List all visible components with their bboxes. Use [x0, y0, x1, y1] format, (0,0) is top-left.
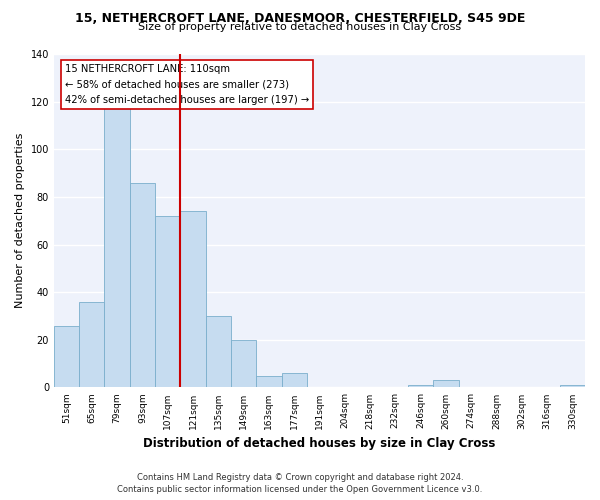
Text: 15 NETHERCROFT LANE: 110sqm
← 58% of detached houses are smaller (273)
42% of se: 15 NETHERCROFT LANE: 110sqm ← 58% of det…	[65, 64, 309, 105]
Bar	[231, 340, 256, 388]
Bar	[433, 380, 458, 388]
Y-axis label: Number of detached properties: Number of detached properties	[15, 133, 25, 308]
Bar	[181, 211, 206, 388]
Bar	[256, 376, 281, 388]
Bar	[206, 316, 231, 388]
Text: Contains HM Land Registry data © Crown copyright and database right 2024.
Contai: Contains HM Land Registry data © Crown c…	[118, 473, 482, 494]
Bar	[560, 385, 585, 388]
Bar	[408, 385, 433, 388]
Text: Size of property relative to detached houses in Clay Cross: Size of property relative to detached ho…	[139, 22, 461, 32]
X-axis label: Distribution of detached houses by size in Clay Cross: Distribution of detached houses by size …	[143, 437, 496, 450]
Bar	[130, 182, 155, 388]
Bar	[281, 373, 307, 388]
Bar	[155, 216, 181, 388]
Bar	[54, 326, 79, 388]
Text: 15, NETHERCROFT LANE, DANESMOOR, CHESTERFIELD, S45 9DE: 15, NETHERCROFT LANE, DANESMOOR, CHESTER…	[75, 12, 525, 26]
Bar	[104, 106, 130, 388]
Bar	[79, 302, 104, 388]
